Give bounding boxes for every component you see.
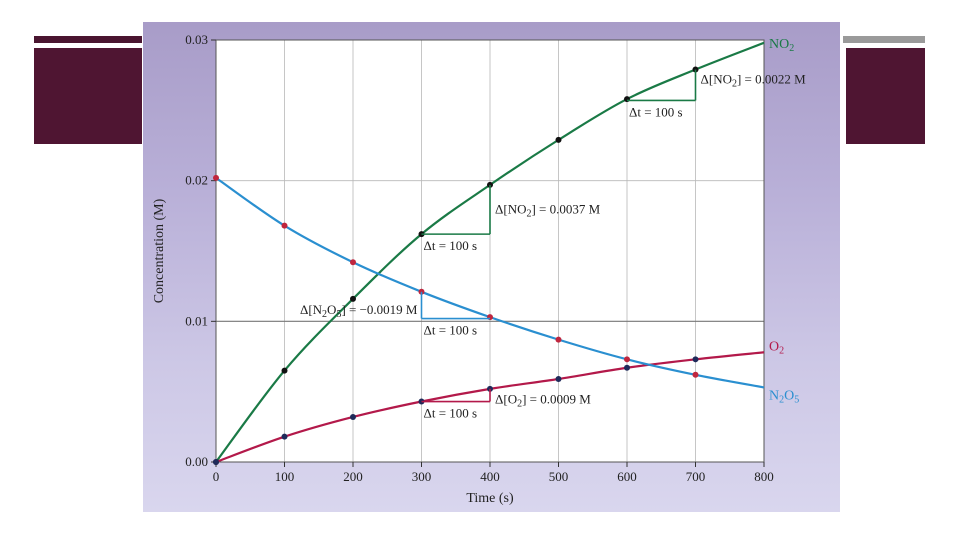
no2-curve bbox=[215, 41, 765, 463]
x-tick-label: 200 bbox=[343, 469, 363, 484]
no2-data-point bbox=[350, 295, 356, 302]
n2o5-data-point bbox=[350, 259, 356, 266]
chart-figure-panel: 0 100 200 300 400 500 600 700 800 0.00 0.01 0.02 0.0… bbox=[143, 22, 840, 512]
no2-late-dc-label: Δ[NO2] = 0.0022 M bbox=[701, 72, 807, 90]
x-tick-label: 0 bbox=[213, 469, 220, 484]
o2-data-point bbox=[213, 459, 219, 465]
o2-dt-label: Δt = 100 s bbox=[424, 406, 478, 421]
x-tick-label: 700 bbox=[686, 469, 706, 484]
y-tick-label: 0.03 bbox=[185, 32, 208, 47]
x-tick-label: 300 bbox=[412, 469, 432, 484]
n2o5-dc-label: Δ[N2O5] = −0.0019 M bbox=[300, 302, 418, 320]
n2o5-series-label: N2O5 bbox=[769, 388, 799, 405]
x-tick-label: 800 bbox=[754, 469, 774, 484]
x-tick-label: 100 bbox=[275, 469, 295, 484]
o2-dc-label: Δ[O2] = 0.0009 M bbox=[495, 392, 591, 410]
slide-accent-line-right bbox=[843, 36, 925, 43]
x-tick-label: 400 bbox=[480, 469, 500, 484]
no2-data-point bbox=[555, 136, 562, 143]
y-tick-label: 0.01 bbox=[185, 313, 208, 328]
n2o5-data-point bbox=[281, 222, 288, 229]
o2-data-point bbox=[281, 433, 288, 440]
n2o5-data-point bbox=[624, 356, 630, 363]
concentration-time-chart: 0 100 200 300 400 500 600 700 800 0.00 0.01 0.02 0.0… bbox=[152, 32, 807, 506]
x-tick-label: 500 bbox=[549, 469, 569, 484]
o2-data-point bbox=[692, 356, 699, 363]
no2-early-dt-label: Δt = 100 s bbox=[424, 238, 478, 253]
slide-accent-block-left bbox=[34, 48, 142, 144]
n2o5-data-point bbox=[213, 174, 219, 181]
o2-data-point bbox=[555, 376, 562, 383]
o2-data-point bbox=[624, 364, 630, 371]
y-axis-label: Concentration (M) bbox=[152, 198, 167, 303]
slide-accent-block-right bbox=[846, 48, 925, 144]
x-axis-label: Time (s) bbox=[466, 491, 514, 506]
no2-late-dt-label: Δt = 100 s bbox=[629, 104, 683, 119]
slide-accent-line-left bbox=[34, 36, 142, 43]
n2o5-data-point bbox=[692, 371, 699, 378]
y-tick-label: 0.02 bbox=[185, 173, 208, 188]
o2-data-point bbox=[350, 413, 356, 420]
n2o5-dt-label: Δt = 100 s bbox=[424, 323, 478, 338]
no2-early-dc-label: Δ[NO2] = 0.0037 M bbox=[495, 202, 601, 220]
no2-series-label: NO2 bbox=[769, 37, 794, 54]
y-tick-label: 0.00 bbox=[185, 454, 208, 469]
o2-series-label: O2 bbox=[769, 339, 784, 356]
x-tick-label: 600 bbox=[617, 469, 637, 484]
n2o5-data-point bbox=[555, 336, 562, 343]
no2-data-point bbox=[281, 367, 288, 374]
